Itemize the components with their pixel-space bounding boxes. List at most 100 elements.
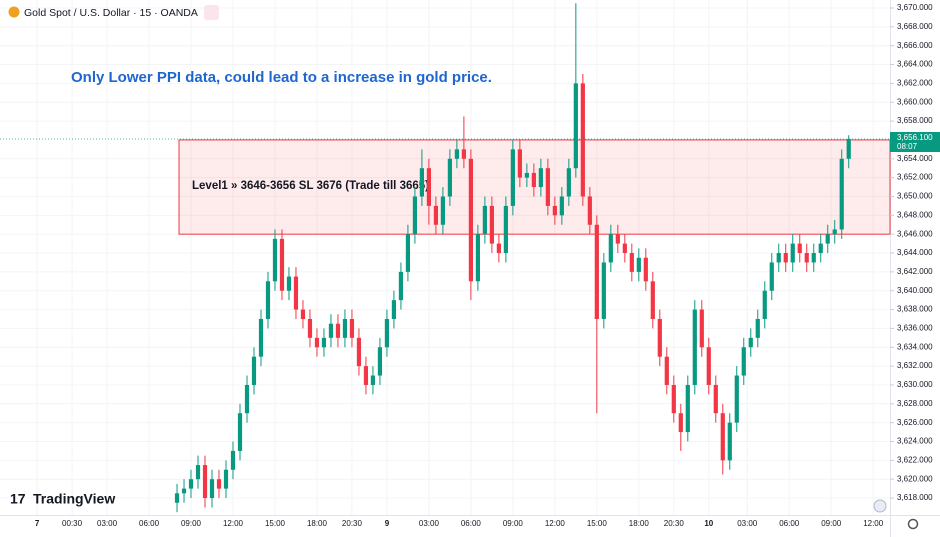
candle-body (678, 413, 683, 433)
last-price-box (890, 131, 940, 152)
candle-body (426, 168, 432, 206)
candle-body (776, 253, 781, 263)
candle-body (454, 149, 459, 159)
candle-body (244, 384, 250, 414)
candle-body (447, 158, 452, 197)
y-tick-label: 3,630.000 (897, 380, 933, 389)
y-tick-label: 3,644.000 (897, 248, 933, 257)
y-tick-label: 3,628.000 (897, 399, 933, 408)
logo: 17 TradingView (10, 491, 115, 507)
candle-body (405, 234, 411, 272)
x-tick-label: 12:00 (223, 519, 244, 528)
candle-body (671, 384, 676, 414)
candle-body (545, 168, 550, 206)
candle-body (790, 243, 795, 263)
candle-body (349, 318, 355, 338)
candle-body (601, 262, 606, 319)
candle-body (279, 238, 285, 291)
candle-body (608, 234, 613, 263)
candle-body (209, 479, 215, 499)
y-tick-label: 3,662.000 (897, 79, 933, 88)
x-tick-label: 7 (35, 519, 40, 528)
candle-body (657, 318, 662, 357)
zone-label: Level1 » 3646-3656 SL 3676 (Trade till 3… (192, 180, 429, 192)
candle-body (230, 450, 236, 470)
y-tick-label: 3,666.000 (897, 41, 933, 50)
zone (178, 139, 891, 235)
annotation: Only Lower PPI data, could lead to a inc… (71, 69, 492, 86)
candle-body (727, 422, 732, 461)
candle-body (475, 234, 480, 282)
candle-body (650, 281, 655, 319)
y-tick-label: 3,640.000 (897, 286, 933, 295)
candle-body (342, 318, 348, 338)
candle-body (706, 347, 711, 385)
candle-body (832, 229, 837, 235)
candle-body (272, 238, 278, 282)
y-tick-label: 3,648.000 (897, 210, 933, 219)
candle-body (216, 479, 222, 489)
candle-body (510, 149, 515, 206)
candle-body (825, 234, 830, 244)
y-tick-label: 3,650.000 (897, 192, 933, 201)
y-tick-label: 3,642.000 (897, 267, 933, 276)
candle-body (580, 83, 585, 197)
symbol-icon (8, 6, 20, 18)
candle-body (328, 323, 334, 338)
x-tick-label: 06:00 (139, 519, 160, 528)
candle-body (552, 205, 557, 216)
y-tick-label: 3,660.000 (897, 97, 933, 106)
y-tick-label: 3,646.000 (897, 229, 933, 238)
x-tick-label: 15:00 (587, 519, 608, 528)
settings-button[interactable] (907, 518, 919, 530)
candle-body (720, 413, 725, 461)
candle-body (202, 465, 208, 499)
candle-body (587, 196, 592, 225)
x-tick-label: 9 (385, 519, 390, 528)
candle-body (391, 300, 397, 319)
y-tick-label: 3,636.000 (897, 324, 933, 333)
candle-body (265, 281, 271, 319)
candle-body (223, 469, 229, 489)
x-tick-label: 20:30 (664, 519, 685, 528)
y-tick-label: 3,632.000 (897, 361, 933, 370)
candle-body (762, 290, 767, 319)
y-tick-label: 3,620.000 (897, 474, 933, 483)
candle-body (594, 224, 599, 319)
candle-body (524, 172, 529, 178)
candle-body (237, 413, 243, 451)
candle-body (188, 479, 194, 489)
candle-body (566, 168, 571, 197)
x-tick-label: 00:30 (62, 519, 83, 528)
y-tick-label: 3,654.000 (897, 154, 933, 163)
candle-body (251, 356, 257, 385)
candle-body (321, 337, 327, 348)
candle-body (643, 257, 648, 282)
y-tick-label: 3,624.000 (897, 437, 933, 446)
candle-body (734, 375, 739, 423)
candle-body (461, 149, 466, 159)
candle-body (531, 172, 536, 188)
y-tick-label: 3,618.000 (897, 493, 933, 502)
candle-body (713, 384, 718, 414)
candle-body (783, 253, 788, 263)
y-tick-label: 3,634.000 (897, 342, 933, 351)
candle-body (811, 253, 816, 263)
candle-body (412, 196, 418, 235)
candle-body (314, 337, 320, 348)
indicator-button[interactable] (204, 5, 219, 20)
y-tick-label: 3,622.000 (897, 455, 933, 464)
logo-mark: 17 (10, 491, 26, 507)
y-tick-label: 3,668.000 (897, 22, 933, 31)
x-tick-label: 06:00 (779, 519, 800, 528)
candle-body (363, 366, 369, 385)
x-tick-label: 15:00 (265, 519, 286, 528)
y-tick-label: 3,638.000 (897, 305, 933, 314)
candle-body (433, 205, 439, 225)
candle-body (377, 347, 383, 376)
candle-body (818, 243, 823, 254)
candle-body (286, 276, 292, 291)
candle-body (699, 309, 704, 348)
